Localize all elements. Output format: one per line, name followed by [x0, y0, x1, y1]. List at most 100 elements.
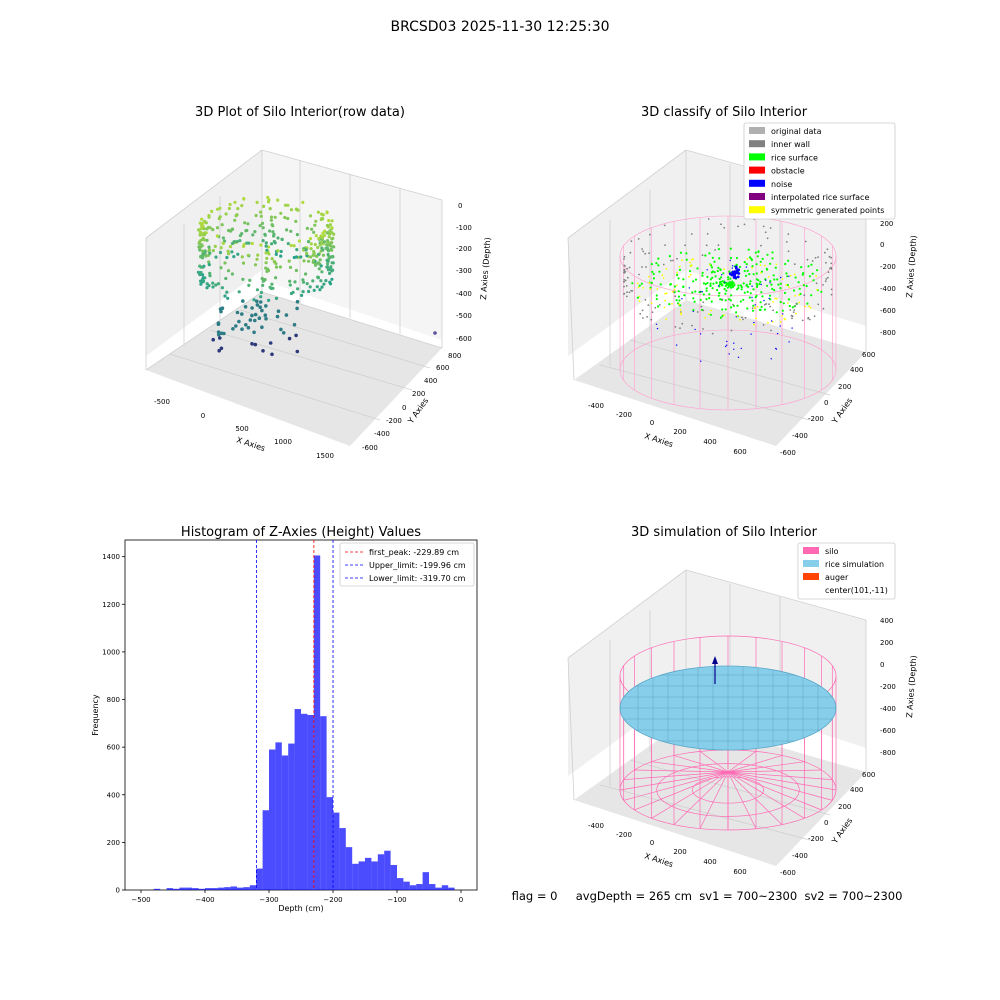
- raw-point: [207, 260, 211, 264]
- histogram-bar: [320, 716, 327, 890]
- simulation-silo-spoke: [651, 761, 729, 773]
- raw-point: [289, 208, 294, 212]
- raw-point: [228, 202, 232, 207]
- classify-point: [688, 287, 690, 289]
- classify-point: [751, 307, 754, 309]
- histogram-bar: [275, 742, 282, 890]
- classify-point: [768, 276, 770, 278]
- raw-point: [222, 331, 226, 336]
- simulation-z-tick-3: -200: [880, 683, 896, 691]
- classify-z-tick-1: 0: [880, 241, 884, 249]
- classify-point: [775, 348, 778, 350]
- raw-point: [317, 237, 321, 241]
- raw-point: [235, 310, 240, 315]
- classify-point: [724, 281, 726, 283]
- classify-point: [769, 227, 772, 229]
- panel-classify-3d: 3D classify of Silo Interior -400 -200 0…: [567, 105, 918, 457]
- raw-point: [263, 313, 268, 318]
- classify-point: [776, 332, 779, 335]
- classify-point: [724, 292, 727, 295]
- raw-point: [240, 255, 244, 259]
- classify-point: [784, 318, 787, 321]
- raw-point: [250, 313, 254, 318]
- classify-legend-label: interpolated rice surface: [771, 193, 869, 202]
- classify-point: [650, 281, 653, 284]
- raw-y-label: Y Axies: [406, 396, 431, 426]
- classify-point: [776, 278, 779, 281]
- classify-point: [708, 293, 711, 296]
- raw-point: [325, 246, 329, 250]
- raw-point: [305, 251, 309, 255]
- raw-point: [314, 263, 318, 267]
- raw-point: [231, 327, 235, 331]
- raw-point: [304, 248, 308, 252]
- simulation-silo-ring: [656, 763, 800, 817]
- classify-point: [798, 301, 800, 304]
- raw-point: [247, 241, 251, 245]
- raw-point: [307, 259, 311, 263]
- classify-point: [733, 272, 737, 276]
- raw-point: [205, 238, 209, 242]
- classify-point: [780, 276, 782, 279]
- classify-point: [743, 269, 746, 273]
- simulation-z-tick-5: -600: [880, 727, 896, 735]
- raw-point: [241, 261, 246, 265]
- simulation-legend-swatch: [803, 573, 819, 580]
- raw-point: [271, 230, 275, 234]
- raw-point: [257, 316, 262, 321]
- histogram-bar: [397, 878, 404, 890]
- classify-point: [760, 272, 762, 274]
- simulation-y-label: Y Axies: [830, 816, 855, 846]
- classify-point: [718, 283, 721, 286]
- raw-point: [264, 317, 268, 321]
- classify-point: [693, 300, 696, 303]
- raw-point: [316, 210, 320, 214]
- raw-point: [266, 267, 270, 271]
- classify-point: [750, 333, 752, 335]
- classify-point: [727, 276, 730, 279]
- raw-point: [272, 234, 276, 238]
- raw-point: [270, 242, 274, 246]
- raw-point: [331, 261, 335, 265]
- histogram-x-tick-label: 0: [459, 896, 463, 904]
- classify-point: [721, 314, 724, 317]
- classify-point: [723, 268, 725, 271]
- classify-point: [724, 308, 727, 311]
- classify-point: [762, 225, 765, 228]
- classify-point: [652, 277, 656, 280]
- classify-point: [785, 241, 788, 243]
- raw-point: [207, 215, 211, 219]
- raw-point: [275, 314, 280, 319]
- classify-y-tick-5: 400: [850, 366, 863, 374]
- classify-point: [702, 328, 704, 330]
- histogram-x-tick-label: −200: [323, 896, 342, 904]
- classify-y-ticks: -600 -400 -200 0 200 400 600: [780, 351, 875, 457]
- raw-y-tick-5: 400: [424, 377, 437, 385]
- raw-point: [261, 349, 265, 353]
- raw-point: [314, 234, 318, 238]
- raw-point: [330, 255, 334, 259]
- classify-point: [735, 263, 738, 266]
- classify-point: [705, 244, 708, 247]
- raw-point: [308, 237, 313, 241]
- classify-point: [729, 256, 733, 260]
- classify-point: [802, 284, 805, 287]
- raw-z-ticks: 0 -100 -200 -300 -400 -500 -600: [456, 202, 472, 343]
- raw-point: [297, 239, 301, 243]
- classify-point: [702, 301, 705, 304]
- classify-point: [626, 276, 629, 279]
- raw-point: [223, 261, 227, 265]
- classify-point: [645, 266, 647, 268]
- classify-point: [748, 296, 751, 299]
- raw-point: [315, 254, 319, 258]
- histogram-bar: [409, 885, 417, 890]
- raw-z-tick-4: -400: [456, 290, 472, 298]
- raw-point: [220, 223, 224, 227]
- raw-point: [266, 245, 271, 249]
- classify-point: [681, 259, 683, 262]
- histogram-bar: [256, 868, 263, 890]
- raw-point: [216, 330, 221, 334]
- raw-point: [261, 239, 265, 243]
- raw-point: [253, 263, 258, 267]
- classify-point: [721, 298, 724, 301]
